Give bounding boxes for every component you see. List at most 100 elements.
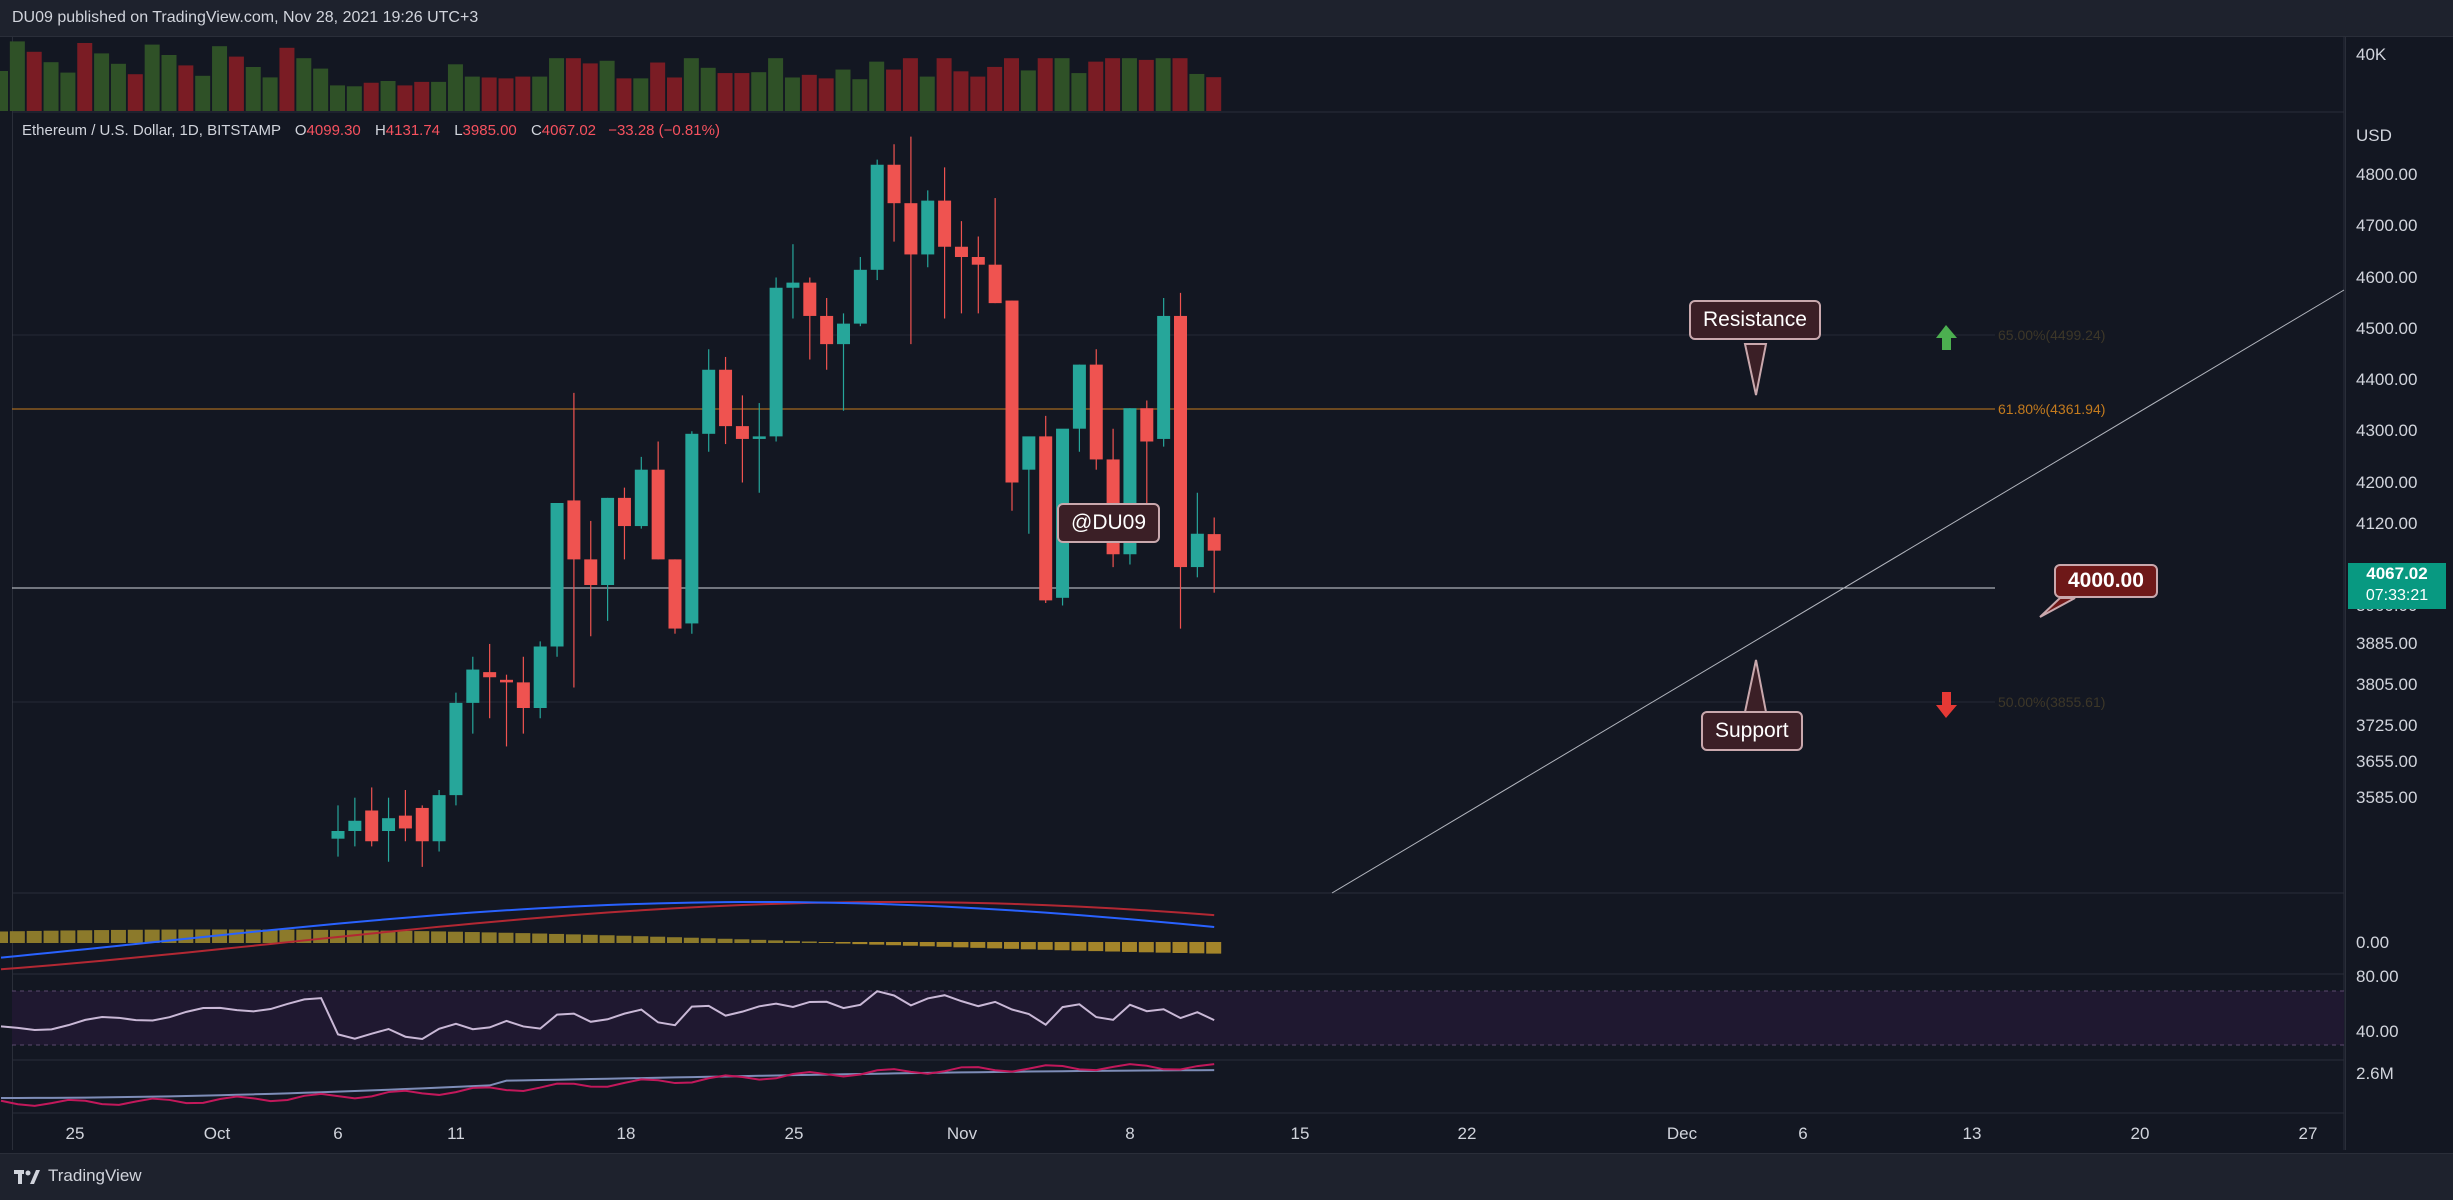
candle-body xyxy=(1089,364,1103,460)
volume-bar xyxy=(717,73,733,111)
candle-body xyxy=(516,682,530,708)
macd-histogram-bar xyxy=(144,929,160,943)
candle-body xyxy=(466,669,480,703)
candle-body xyxy=(735,426,749,439)
chart-frame[interactable] xyxy=(12,36,2346,1150)
time-tick-label: 25 xyxy=(784,1124,804,1143)
macd-histogram-bar xyxy=(683,937,699,943)
macd-histogram-bar xyxy=(1105,942,1121,952)
macd-axis-label: 0.00 xyxy=(2356,933,2390,952)
macd-histogram-bar xyxy=(953,942,969,948)
volume-axis-label: 40K xyxy=(2356,45,2387,64)
legend-open: 4099.30 xyxy=(306,122,361,139)
candle-body xyxy=(870,164,884,270)
volume-bar xyxy=(26,51,42,111)
rsi-axis-40: 40.00 xyxy=(2356,1022,2399,1041)
resistance-callout: Resistance xyxy=(1689,300,1821,340)
volume-bar xyxy=(1105,58,1121,111)
volume-bar xyxy=(987,66,1003,111)
volume-bar xyxy=(431,81,447,111)
macd-histogram-bar xyxy=(9,931,25,943)
macd-histogram-bar xyxy=(1004,942,1019,949)
macd-histogram-bar xyxy=(1138,942,1154,953)
watermark-callout: @DU09 xyxy=(1057,503,1161,543)
macd-histogram-bar xyxy=(1121,942,1137,952)
candle-body xyxy=(1005,300,1019,483)
volume-bar xyxy=(869,61,885,111)
volume-bar xyxy=(43,62,59,111)
price-tick-label: 4200.00 xyxy=(2356,472,2418,492)
macd-histogram-bar xyxy=(886,942,902,946)
candle-body xyxy=(601,497,615,585)
price-tick-label: 4300.00 xyxy=(2356,421,2418,441)
macd-histogram-bar xyxy=(110,929,126,943)
macd-histogram-bar xyxy=(1071,942,1087,951)
macd-histogram-bar xyxy=(902,942,918,946)
volume-bar xyxy=(380,81,396,111)
obv-line xyxy=(0,1063,1215,1107)
rsi-axis-80: 80.00 xyxy=(2356,967,2399,986)
macd-histogram-bar xyxy=(262,929,278,943)
candle-body xyxy=(382,818,396,831)
macd-histogram-bar xyxy=(616,935,632,943)
candle-body xyxy=(786,282,800,288)
volume-bar xyxy=(549,58,565,111)
price-tick-label: 3805.00 xyxy=(2356,674,2418,694)
time-tick-label: Oct xyxy=(203,1124,231,1143)
volume-bar xyxy=(835,69,851,111)
volume-bar xyxy=(616,78,632,111)
macd-histogram-bar xyxy=(1172,942,1188,953)
volume-bar xyxy=(1138,59,1154,111)
volume-bar xyxy=(1206,77,1222,111)
candle-body xyxy=(533,646,547,708)
candle-body xyxy=(719,369,733,427)
candle-body xyxy=(415,807,429,842)
candle-body xyxy=(1072,364,1086,429)
volume-bar xyxy=(1004,58,1019,111)
volume-bar xyxy=(1189,73,1205,111)
legend-high-label: H xyxy=(374,122,386,139)
candle-body xyxy=(500,679,513,683)
candle-body xyxy=(398,815,412,829)
candle-body xyxy=(921,200,935,255)
candle-body xyxy=(1174,315,1187,568)
legend-change: −33.28 (−0.81%) xyxy=(608,122,720,139)
macd-histogram-bar xyxy=(936,942,952,947)
macd-histogram-bar xyxy=(178,929,194,943)
macd-histogram-bar xyxy=(784,940,800,943)
tradingview-logo[interactable]: TradingView xyxy=(14,1166,142,1186)
macd-histogram-bar xyxy=(1189,942,1205,954)
candle-body xyxy=(584,559,598,585)
macd-histogram-bar xyxy=(869,942,885,945)
volume-bar xyxy=(346,86,362,111)
volume-bar xyxy=(886,69,902,111)
candle-body xyxy=(988,264,1002,304)
time-tick-label: 25 xyxy=(65,1124,85,1143)
macd-line xyxy=(0,900,1215,959)
macd-histogram-bar xyxy=(397,930,413,943)
resistance-pointer xyxy=(1743,343,1768,396)
macd-histogram-bar xyxy=(751,939,767,943)
volume-bar xyxy=(447,64,463,111)
fib-level-label: 50.00%(3855.61) xyxy=(1998,694,2105,710)
macd-histogram-bar xyxy=(667,937,682,943)
volume-bar xyxy=(279,47,295,111)
macd-histogram-bar xyxy=(919,942,935,947)
macd-histogram-bar xyxy=(818,942,834,944)
legend-close: 4067.02 xyxy=(541,122,597,139)
candle-body xyxy=(954,246,968,257)
volume-bar xyxy=(94,53,110,111)
macd-histogram-bar xyxy=(498,932,514,943)
macd-histogram-bar xyxy=(94,930,110,943)
candle-body xyxy=(820,315,834,345)
time-tick-label: 11 xyxy=(447,1124,465,1143)
price-tick-label: 4800.00 xyxy=(2356,165,2418,184)
legend-low: 3985.00 xyxy=(462,122,517,139)
volume-bar xyxy=(818,78,834,111)
macd-histogram-bar xyxy=(599,935,615,943)
volume-bar xyxy=(970,76,986,111)
volume-bar xyxy=(212,46,228,112)
level-4000-callout: 4000.00 xyxy=(2054,564,2158,598)
symbol-title: Ethereum / U.S. Dollar, 1D, BITSTAMP xyxy=(22,122,281,139)
